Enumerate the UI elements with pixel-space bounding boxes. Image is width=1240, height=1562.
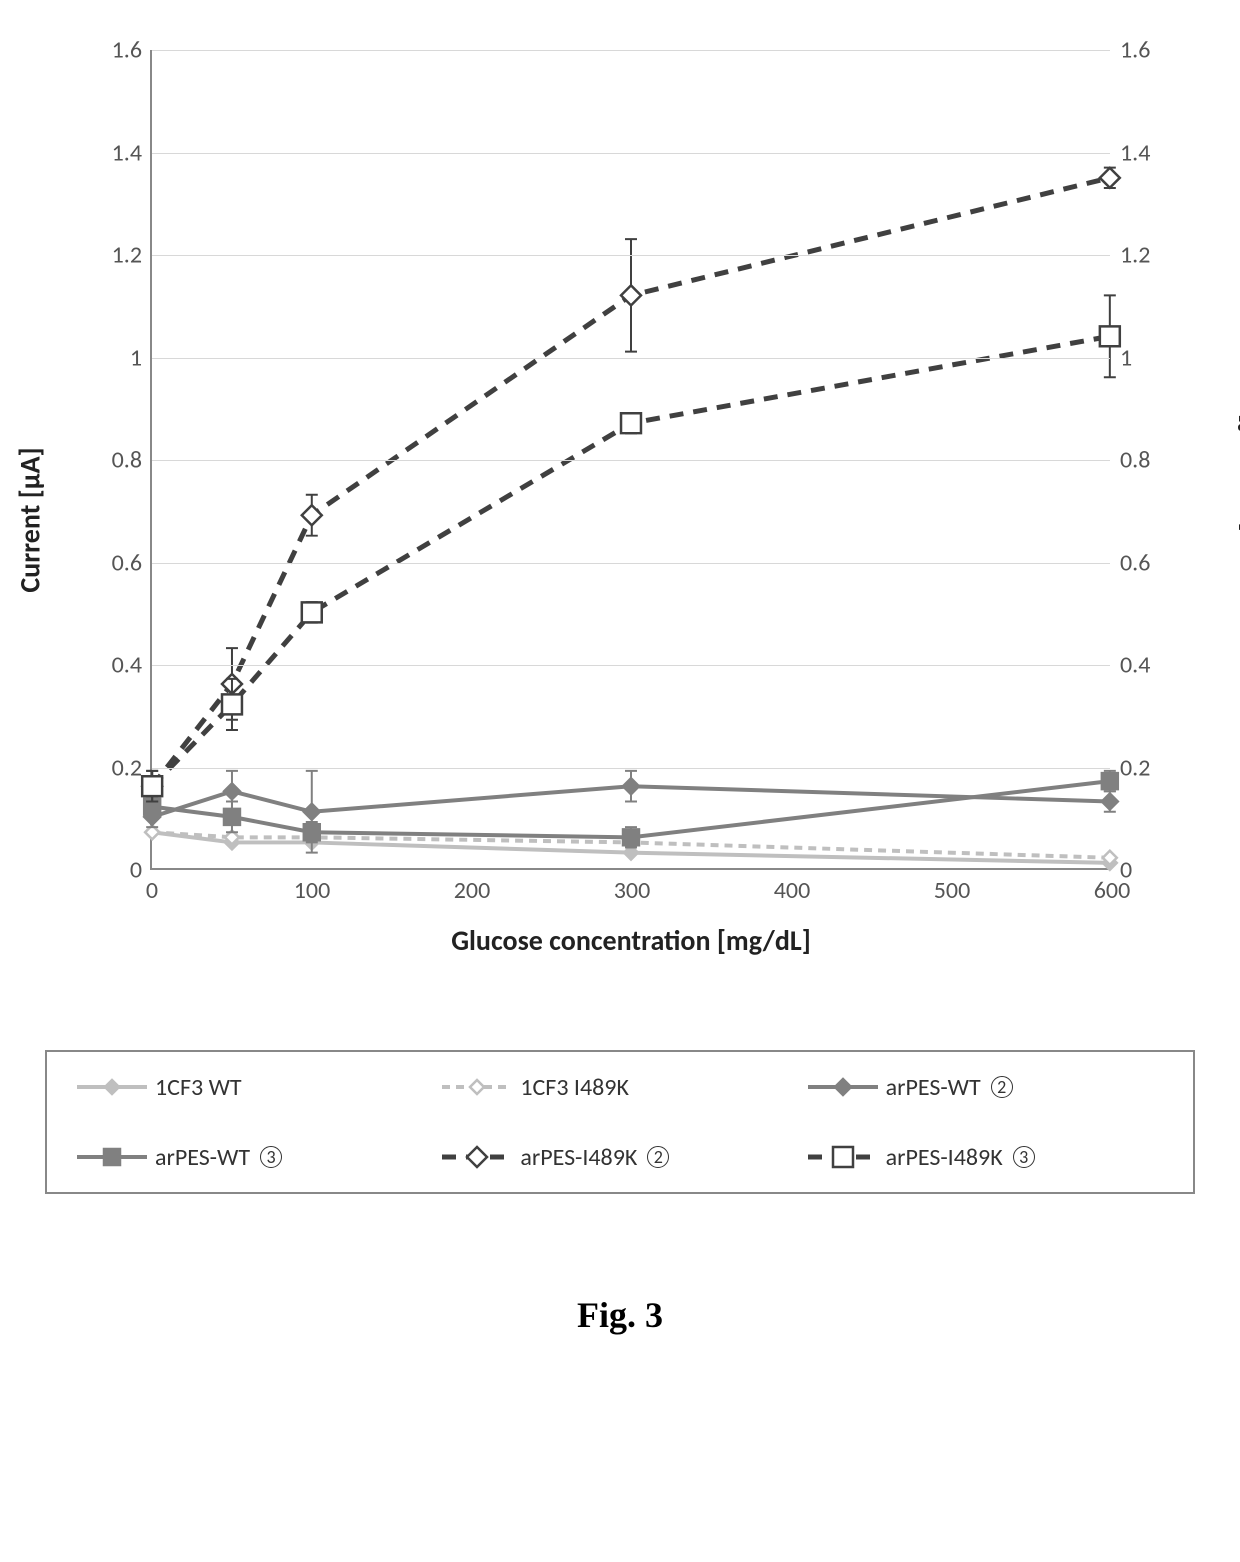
x-tick: 400: [774, 868, 811, 905]
y-tick-left: 1.2: [92, 241, 152, 270]
y-tick-right: 0.6: [1110, 548, 1170, 577]
legend-swatch: [808, 1072, 878, 1102]
data-marker: [623, 829, 639, 845]
circled-number: 2: [647, 1146, 669, 1168]
data-marker: [621, 413, 641, 433]
data-marker: [302, 602, 322, 622]
data-marker: [304, 804, 320, 820]
legend-label: 1CF3 I489K: [520, 1073, 629, 1102]
circled-number: 2: [991, 1076, 1013, 1098]
y-tick-right: 1.4: [1110, 138, 1170, 167]
gridline: [152, 665, 1110, 666]
y-tick-left: 1.6: [92, 36, 152, 65]
x-tick: 500: [934, 868, 971, 905]
legend-item: arPES-WT 2: [808, 1072, 1163, 1102]
data-marker: [1100, 168, 1120, 188]
y-tick-right: 1.2: [1110, 241, 1170, 270]
legend-swatch: [808, 1142, 878, 1172]
legend-swatch: [77, 1142, 147, 1172]
legend-swatch: [442, 1072, 512, 1102]
legend-label: 1CF3 WT: [155, 1073, 242, 1102]
legend-item: arPES-WT 3: [77, 1142, 432, 1172]
y-tick-right: 1: [1110, 343, 1170, 372]
legend-swatch: [77, 1072, 147, 1102]
x-axis-label: Glucose concentration [mg/dL]: [451, 923, 811, 958]
y-tick-right: 0.2: [1110, 753, 1170, 782]
legend-label: arPES-WT: [155, 1143, 250, 1172]
data-marker: [224, 783, 240, 799]
series-line: [152, 336, 1110, 786]
legend-label: arPES-I489K: [520, 1143, 637, 1172]
legend-item: 1CF3 I489K: [442, 1072, 797, 1102]
legend-swatch: [442, 1142, 512, 1172]
y-tick-right: 0.8: [1110, 446, 1170, 475]
legend-item: arPES-I489K 2: [442, 1142, 797, 1172]
y-axis-right-label: Current [µA/mm²]: [1233, 414, 1240, 626]
data-marker: [621, 285, 641, 305]
data-marker: [623, 778, 639, 794]
chart-container: Current [µA] Current [µA/mm²] Glucose co…: [20, 20, 1220, 1020]
data-marker: [304, 824, 320, 840]
gridline: [152, 153, 1110, 154]
x-tick: 200: [454, 868, 491, 905]
x-tick: 300: [614, 868, 651, 905]
data-marker: [1102, 794, 1118, 810]
y-tick-left: 1.4: [92, 138, 152, 167]
y-tick-right: 0.4: [1110, 651, 1170, 680]
x-tick: 0: [146, 868, 158, 905]
y-tick-left: 0.8: [92, 446, 152, 475]
figure-caption: Fig. 3: [20, 1294, 1220, 1336]
y-tick-left: 0.2: [92, 753, 152, 782]
gridline: [152, 460, 1110, 461]
y-tick-right: 1.6: [1110, 36, 1170, 65]
x-tick: 100: [294, 868, 331, 905]
y-tick-left: 0.6: [92, 548, 152, 577]
legend-item: arPES-I489K 3: [808, 1142, 1163, 1172]
legend-item: 1CF3 WT: [77, 1072, 432, 1102]
y-tick-left: 0: [92, 856, 152, 885]
gridline: [152, 50, 1110, 51]
gridline: [152, 358, 1110, 359]
gridline: [152, 255, 1110, 256]
data-marker: [302, 505, 322, 525]
circled-number: 3: [1013, 1146, 1035, 1168]
legend-box: 1CF3 WT1CF3 I489KarPES-WT2arPES-WT3arPES…: [45, 1050, 1195, 1194]
chart-svg: [152, 50, 1110, 868]
data-marker: [222, 694, 242, 714]
gridline: [152, 563, 1110, 564]
plot-area: Glucose concentration [mg/dL] 000.20.20.…: [150, 50, 1110, 870]
circled-number: 3: [260, 1146, 282, 1168]
y-tick-left: 1: [92, 343, 152, 372]
x-tick: 600: [1094, 868, 1131, 905]
y-tick-left: 0.4: [92, 651, 152, 680]
legend-label: arPES-I489K: [886, 1143, 1003, 1172]
data-marker: [224, 809, 240, 825]
legend-label: arPES-WT: [886, 1073, 981, 1102]
gridline: [152, 768, 1110, 769]
y-axis-left-label: Current [µA]: [13, 447, 48, 592]
